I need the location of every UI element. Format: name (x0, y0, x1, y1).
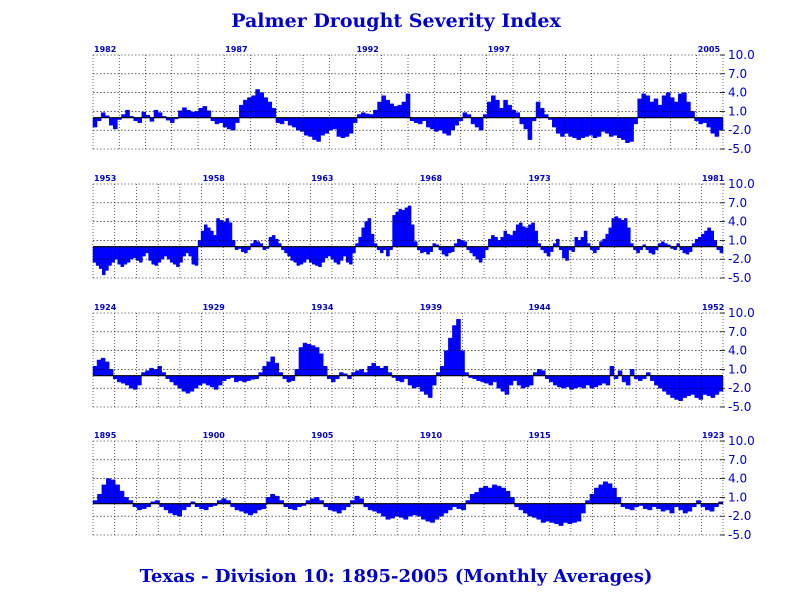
y-tick-label: 4.0 (728, 215, 747, 229)
pdsi-area-1895 (92, 478, 724, 526)
year-label: 1944 (528, 303, 551, 312)
y-tick-label: -2.0 (728, 252, 751, 266)
y-tick-label: 1.0 (728, 490, 747, 504)
year-label: 1981 (702, 174, 725, 183)
y-tick-label: -5.0 (728, 142, 751, 156)
year-label: 1895 (94, 431, 117, 440)
year-label: 1900 (203, 431, 226, 440)
y-tick-label: -2.0 (728, 123, 751, 137)
year-label: 1929 (203, 303, 226, 312)
year-label: 1924 (94, 303, 117, 312)
year-label: 1963 (311, 174, 333, 183)
year-label: 1973 (528, 174, 550, 183)
y-tick-label: 7.0 (728, 325, 747, 339)
year-label: 1997 (488, 45, 510, 54)
y-tick-label: 7.0 (728, 453, 747, 467)
y-tick-label: 4.0 (728, 472, 747, 486)
y-tick-label: 4.0 (728, 86, 747, 100)
y-tick-label: 10.0 (728, 48, 755, 62)
year-label: 1952 (702, 303, 724, 312)
y-tick-label: 7.0 (728, 67, 747, 81)
year-label: 1958 (203, 174, 226, 183)
year-label: 1992 (357, 45, 379, 54)
y-tick-label: 1.0 (728, 233, 747, 247)
y-tick-label: 1.0 (728, 362, 747, 376)
y-tick-label: 4.0 (728, 344, 747, 358)
chart-title: Palmer Drought Severity Index (231, 10, 561, 32)
y-tick-label: -2.0 (728, 381, 751, 395)
y-tick-label: 7.0 (728, 196, 747, 210)
year-label: 2005 (698, 45, 721, 54)
y-tick-label: 10.0 (728, 177, 755, 191)
pdsi-area-1924 (92, 319, 724, 401)
year-label: 1968 (420, 174, 443, 183)
y-tick-label: -5.0 (728, 400, 751, 414)
y-tick-label: -5.0 (728, 271, 751, 285)
year-label: 1934 (311, 303, 334, 312)
year-label: 1910 (420, 431, 443, 440)
year-label: 1923 (702, 431, 724, 440)
chart-subtitle: Texas - Division 10: 1895-2005 (Monthly … (139, 566, 653, 587)
y-tick-label: 1.0 (728, 104, 747, 118)
y-tick-label: -2.0 (728, 509, 751, 523)
year-label: 1953 (94, 174, 116, 183)
year-label: 1987 (225, 45, 247, 54)
year-label: 1915 (528, 431, 551, 440)
y-tick-label: -5.0 (728, 528, 751, 542)
y-tick-label: 10.0 (728, 434, 755, 448)
year-label: 1982 (94, 45, 116, 54)
y-tick-label: 10.0 (728, 306, 755, 320)
year-label: 1939 (420, 303, 443, 312)
year-label: 1905 (311, 431, 334, 440)
